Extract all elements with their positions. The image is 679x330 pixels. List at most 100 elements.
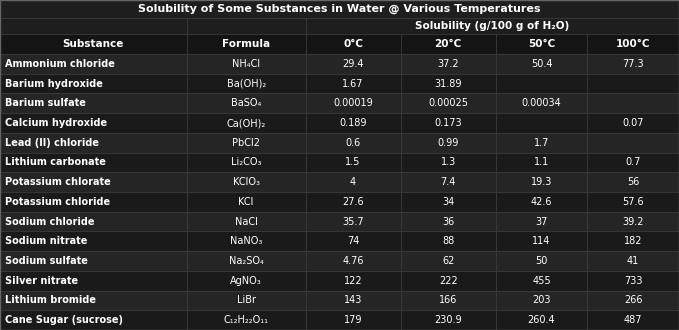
Text: 1.7: 1.7 [534, 138, 549, 148]
Text: 166: 166 [439, 295, 458, 306]
Text: KClO₃: KClO₃ [233, 177, 259, 187]
Bar [187, 34, 306, 54]
Bar [496, 271, 587, 291]
Text: Ammonium chloride: Ammonium chloride [5, 59, 115, 69]
Text: KCl: KCl [238, 197, 254, 207]
Text: 0.00019: 0.00019 [333, 98, 373, 108]
Text: 0.6: 0.6 [346, 138, 361, 148]
Bar [0, 172, 187, 192]
Bar [0, 18, 187, 34]
Text: Solubility (g/100 g of H₂O): Solubility (g/100 g of H₂O) [415, 21, 570, 31]
Bar [306, 74, 401, 93]
Bar [401, 152, 496, 172]
Text: 57.6: 57.6 [623, 197, 644, 207]
Bar [401, 291, 496, 310]
Bar [496, 212, 587, 231]
Text: PbCl2: PbCl2 [232, 138, 260, 148]
Bar [587, 251, 679, 271]
Text: Substance: Substance [62, 39, 124, 49]
Text: 31.89: 31.89 [435, 79, 462, 88]
Text: Lithium bromide: Lithium bromide [5, 295, 96, 306]
Text: 7.4: 7.4 [441, 177, 456, 187]
Bar [587, 113, 679, 133]
Bar [587, 93, 679, 113]
Text: 34: 34 [442, 197, 454, 207]
Bar [306, 271, 401, 291]
Text: Na₂SO₄: Na₂SO₄ [229, 256, 263, 266]
Bar [496, 54, 587, 74]
Text: 0.173: 0.173 [435, 118, 462, 128]
Text: 56: 56 [627, 177, 640, 187]
Text: 0.7: 0.7 [625, 157, 641, 167]
Text: Li₂CO₃: Li₂CO₃ [231, 157, 261, 167]
Bar [306, 231, 401, 251]
Text: 19.3: 19.3 [531, 177, 552, 187]
Text: Sodium chloride: Sodium chloride [5, 216, 94, 227]
Text: 36: 36 [442, 216, 454, 227]
Text: Ba(OH)₂: Ba(OH)₂ [227, 79, 265, 88]
Bar [0, 93, 187, 113]
Text: 0.00034: 0.00034 [521, 98, 562, 108]
Bar [587, 34, 679, 54]
Text: Formula: Formula [222, 39, 270, 49]
Text: 179: 179 [344, 315, 363, 325]
Text: 4.76: 4.76 [342, 256, 364, 266]
Text: 62: 62 [442, 256, 454, 266]
Bar [187, 291, 306, 310]
Text: 0.99: 0.99 [437, 138, 459, 148]
Bar [187, 231, 306, 251]
Bar [306, 152, 401, 172]
Bar [0, 0, 679, 18]
Text: 50°C: 50°C [528, 39, 555, 49]
Bar [496, 133, 587, 152]
Text: 143: 143 [344, 295, 363, 306]
Bar [306, 291, 401, 310]
Text: 41: 41 [627, 256, 640, 266]
Text: Potassium chloride: Potassium chloride [5, 197, 110, 207]
Bar [496, 291, 587, 310]
Text: 1.3: 1.3 [441, 157, 456, 167]
Bar [401, 34, 496, 54]
Bar [187, 192, 306, 212]
Bar [187, 172, 306, 192]
Text: 37.2: 37.2 [437, 59, 459, 69]
Bar [187, 133, 306, 152]
Bar [587, 74, 679, 93]
Bar [587, 152, 679, 172]
Text: 0.00025: 0.00025 [428, 98, 468, 108]
Bar [496, 34, 587, 54]
Bar [587, 192, 679, 212]
Bar [306, 212, 401, 231]
Bar [306, 192, 401, 212]
Text: 100°C: 100°C [616, 39, 650, 49]
Text: 455: 455 [532, 276, 551, 286]
Bar [401, 93, 496, 113]
Bar [496, 231, 587, 251]
Bar [0, 310, 187, 330]
Text: 88: 88 [442, 236, 454, 246]
Text: Barium hydroxide: Barium hydroxide [5, 79, 103, 88]
Bar [187, 271, 306, 291]
Text: 260.4: 260.4 [528, 315, 555, 325]
Text: 182: 182 [624, 236, 642, 246]
Text: 0.07: 0.07 [623, 118, 644, 128]
Bar [401, 251, 496, 271]
Bar [496, 93, 587, 113]
Bar [306, 18, 679, 34]
Text: 74: 74 [347, 236, 359, 246]
Bar [0, 271, 187, 291]
Text: NH₄Cl: NH₄Cl [232, 59, 260, 69]
Bar [0, 192, 187, 212]
Text: Lithium carbonate: Lithium carbonate [5, 157, 106, 167]
Text: 203: 203 [532, 295, 551, 306]
Text: Calcium hydroxide: Calcium hydroxide [5, 118, 107, 128]
Bar [587, 310, 679, 330]
Text: LiBr: LiBr [237, 295, 255, 306]
Bar [401, 310, 496, 330]
Text: Silver nitrate: Silver nitrate [5, 276, 78, 286]
Bar [0, 74, 187, 93]
Bar [401, 113, 496, 133]
Text: 4: 4 [350, 177, 356, 187]
Bar [0, 231, 187, 251]
Text: 50: 50 [535, 256, 548, 266]
